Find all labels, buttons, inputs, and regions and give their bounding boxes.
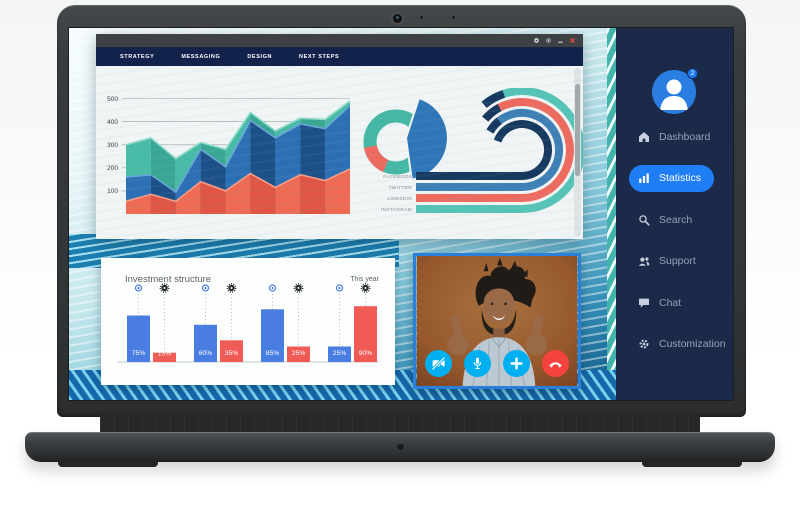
tab-design[interactable]: DESIGN — [247, 53, 273, 60]
mic-hole-icon — [420, 16, 423, 19]
notification-badge: 2 — [687, 68, 698, 79]
tab-strategy[interactable]: STRATEGY — [120, 53, 155, 60]
add-button[interactable] — [503, 350, 530, 377]
bar-chart-icon — [638, 172, 650, 184]
screen: STRATEGY MESSAGING DESIGN NEXT STEPS 100 200… — [68, 27, 734, 401]
sidebar: 2 Dashboard Statistics Search Support Chat Cu… — [616, 28, 733, 400]
settings-icon[interactable] — [545, 37, 552, 44]
tab-next-steps[interactable]: NEXT STEPS — [299, 53, 340, 60]
sidebar-item-dashboard[interactable]: Dashboard — [629, 123, 723, 150]
window-navbar: STRATEGY MESSAGING DESIGN NEXT STEPS — [96, 47, 583, 66]
svg-text:300: 300 — [107, 142, 118, 149]
svg-text:25%: 25% — [292, 350, 306, 357]
svg-text:90%: 90% — [359, 350, 373, 357]
swirl-label-linkedin: LINKEDIN — [387, 196, 412, 202]
svg-text:35%: 35% — [225, 350, 239, 357]
laptop-foot — [58, 460, 158, 467]
svg-text:100: 100 — [107, 188, 118, 195]
sidebar-item-statistics[interactable]: Statistics — [629, 164, 715, 192]
microphone-button[interactable] — [464, 350, 491, 377]
dashboard-window: STRATEGY MESSAGING DESIGN NEXT STEPS 100 200… — [96, 34, 583, 239]
laptop-lid: STRATEGY MESSAGING DESIGN NEXT STEPS 100 200… — [57, 5, 746, 417]
sidebar-item-customization[interactable]: Customization — [629, 331, 733, 358]
chat-icon — [638, 297, 650, 309]
social-swirl-chart: INSTAGRAM LINKEDIN TWITTER FACEBOOK — [381, 88, 583, 213]
avatar-icon — [652, 70, 696, 114]
search-icon — [638, 214, 650, 226]
keyboard-deck — [100, 414, 700, 434]
lid-notch — [397, 444, 404, 451]
gear-icon — [638, 338, 650, 350]
webcam — [391, 12, 404, 25]
window-content: 100 200 300 400 500 INSTAGRAM LINKEDIN TWITTER… — [96, 66, 583, 239]
call-controls — [416, 350, 578, 377]
card-title: Investment structure — [125, 274, 212, 285]
svg-text:200: 200 — [107, 165, 118, 172]
sidebar-item-label: Support — [659, 255, 696, 267]
sidebar-item-label: Search — [659, 213, 693, 226]
tab-messaging[interactable]: MESSAGING — [181, 53, 221, 60]
minimize-icon[interactable] — [557, 37, 564, 44]
svg-text:60%: 60% — [199, 350, 213, 357]
svg-text:85%: 85% — [266, 350, 280, 357]
camera-off-button[interactable] — [425, 350, 452, 377]
sidebar-menu: Dashboard Statistics Search Support Chat Cust… — [629, 123, 733, 372]
swirl-label-twitter: TWITTER — [389, 185, 413, 191]
support-icon — [638, 255, 650, 267]
donut-chart — [363, 96, 449, 181]
layered-area-chart: 100 200 300 400 500 — [107, 96, 351, 214]
investment-bar-chart: 75% 15% 60% 35% 85% 25% 25% 90% — [117, 283, 379, 363]
sidebar-item-chat[interactable]: Chat — [629, 289, 694, 316]
scrollbar[interactable] — [574, 68, 581, 236]
end-call-button[interactable] — [542, 350, 569, 377]
sidebar-item-label: Customization — [659, 338, 726, 350]
swirl-label-instagram: INSTAGRAM — [381, 207, 412, 213]
svg-text:75%: 75% — [132, 350, 146, 357]
laptop-foot — [642, 460, 742, 467]
investment-card: Investment structure This year 75% 15% 60%… — [101, 258, 395, 385]
mic-hole-icon — [452, 16, 455, 19]
caller-photo — [416, 256, 578, 386]
user-avatar[interactable]: 2 — [652, 68, 698, 116]
close-icon[interactable] — [569, 37, 576, 44]
sidebar-item-label: Chat — [659, 296, 682, 309]
svg-text:400: 400 — [107, 119, 118, 126]
scrollbar-thumb[interactable] — [575, 84, 580, 176]
svg-text:25%: 25% — [333, 350, 347, 357]
sidebar-item-support[interactable]: Support — [629, 248, 709, 275]
window-titlebar[interactable] — [96, 34, 583, 47]
sidebar-item-label: Statistics — [659, 172, 702, 184]
svg-text:500: 500 — [107, 96, 118, 103]
svg-text:15%: 15% — [158, 351, 172, 358]
card-annotation: This year — [350, 276, 379, 283]
swirl-label-facebook: FACEBOOK — [383, 174, 412, 180]
sidebar-item-label: Dashboard — [659, 130, 711, 143]
home-icon — [638, 131, 650, 143]
sidebar-item-search[interactable]: Search — [629, 206, 705, 233]
video-call-window — [413, 253, 581, 389]
record-icon[interactable] — [533, 37, 540, 44]
laptop-base — [25, 432, 775, 462]
